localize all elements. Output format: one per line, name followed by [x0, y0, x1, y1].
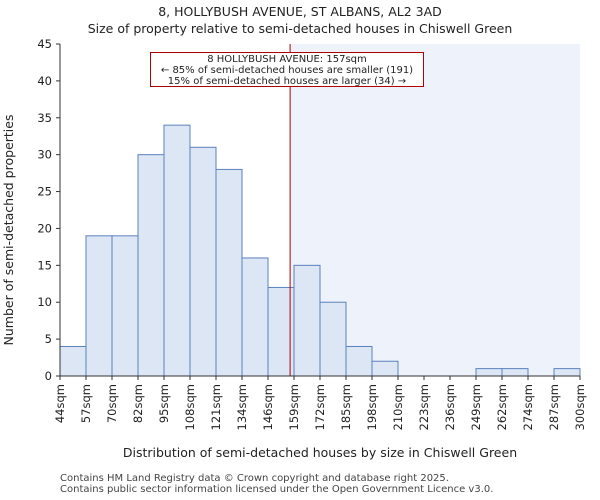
x-tick-label: 249sqm	[469, 384, 483, 430]
x-tick-label: 44sqm	[53, 384, 67, 423]
y-tick-label: 30	[37, 148, 52, 162]
footer-line-2: Contains public sector information licen…	[60, 484, 494, 495]
y-tick-label: 5	[45, 332, 52, 346]
x-axis-label: Distribution of semi-detached houses by …	[123, 445, 517, 460]
property-annotation-box: 8 HOLLYBUSH AVENUE: 157sqm ← 85% of semi…	[150, 52, 424, 87]
bar-185sqm	[345, 345, 373, 377]
y-axis-label: Number of semi-detached properties	[1, 115, 16, 346]
x-tick-label: 82sqm	[131, 384, 145, 423]
y-tick-label: 0	[45, 369, 52, 383]
x-tick-label: 121sqm	[209, 384, 223, 430]
x-tick-label: 172sqm	[313, 384, 327, 430]
bar-121sqm	[215, 168, 243, 377]
bar-287sqm	[553, 368, 581, 377]
y-axis: 0 5 10 15 20 25 30 35 40 45	[37, 37, 60, 383]
bar-108sqm	[189, 146, 217, 377]
x-tick-label: 159sqm	[287, 384, 301, 430]
x-tick-label: 57sqm	[79, 384, 93, 423]
x-tick-label: 198sqm	[365, 384, 379, 430]
x-tick-label: 95sqm	[157, 384, 171, 423]
chart-title: 8, HOLLYBUSH AVENUE, ST ALBANS, AL2 3AD	[158, 4, 442, 19]
y-tick-label: 25	[37, 185, 52, 199]
x-tick-label: 287sqm	[547, 384, 561, 430]
footer-line-1: Contains HM Land Registry data © Crown c…	[60, 473, 449, 484]
y-tick-label: 45	[37, 37, 52, 51]
bar-249sqm	[475, 368, 503, 377]
x-tick-label: 210sqm	[391, 384, 405, 430]
bar-44sqm	[59, 345, 87, 377]
x-tick-label: 70sqm	[105, 384, 119, 423]
bar-172sqm	[319, 301, 347, 377]
y-tick-label: 40	[37, 74, 52, 88]
annotation-line-1: 8 HOLLYBUSH AVENUE: 157sqm	[207, 54, 367, 65]
bar-95sqm	[163, 124, 191, 377]
x-tick-label: 300sqm	[573, 384, 587, 430]
x-tick-label: 185sqm	[339, 384, 353, 430]
x-tick-label: 274sqm	[521, 384, 535, 430]
bar-82sqm	[137, 154, 165, 377]
y-tick-label: 10	[37, 295, 52, 309]
bars	[59, 124, 581, 377]
annotation-line-2: ← 85% of semi-detached houses are smalle…	[160, 65, 414, 76]
x-tick-label: 134sqm	[235, 384, 249, 430]
annotation-line-3: 15% of semi-detached houses are larger (…	[167, 76, 407, 87]
bar-57sqm	[85, 235, 113, 377]
y-tick-label: 35	[37, 111, 52, 125]
x-tick-label: 108sqm	[183, 384, 197, 430]
bar-70sqm	[111, 235, 139, 377]
chart-subtitle: Size of property relative to semi-detach…	[87, 21, 513, 36]
x-tick-label: 236sqm	[443, 384, 457, 430]
x-axis: 44sqm 57sqm 70sqm 82sqm 95sqm 108sqm 121sqm 134…	[53, 376, 587, 430]
x-tick-label: 262sqm	[495, 384, 509, 430]
x-tick-label: 223sqm	[417, 384, 431, 430]
bar-159sqm	[293, 264, 321, 377]
bar-262sqm	[501, 368, 529, 377]
x-tick-label: 146sqm	[261, 384, 275, 430]
bar-198sqm	[371, 360, 399, 377]
y-tick-label: 15	[37, 258, 52, 272]
y-tick-label: 20	[37, 221, 52, 235]
bar-134sqm	[241, 257, 269, 377]
